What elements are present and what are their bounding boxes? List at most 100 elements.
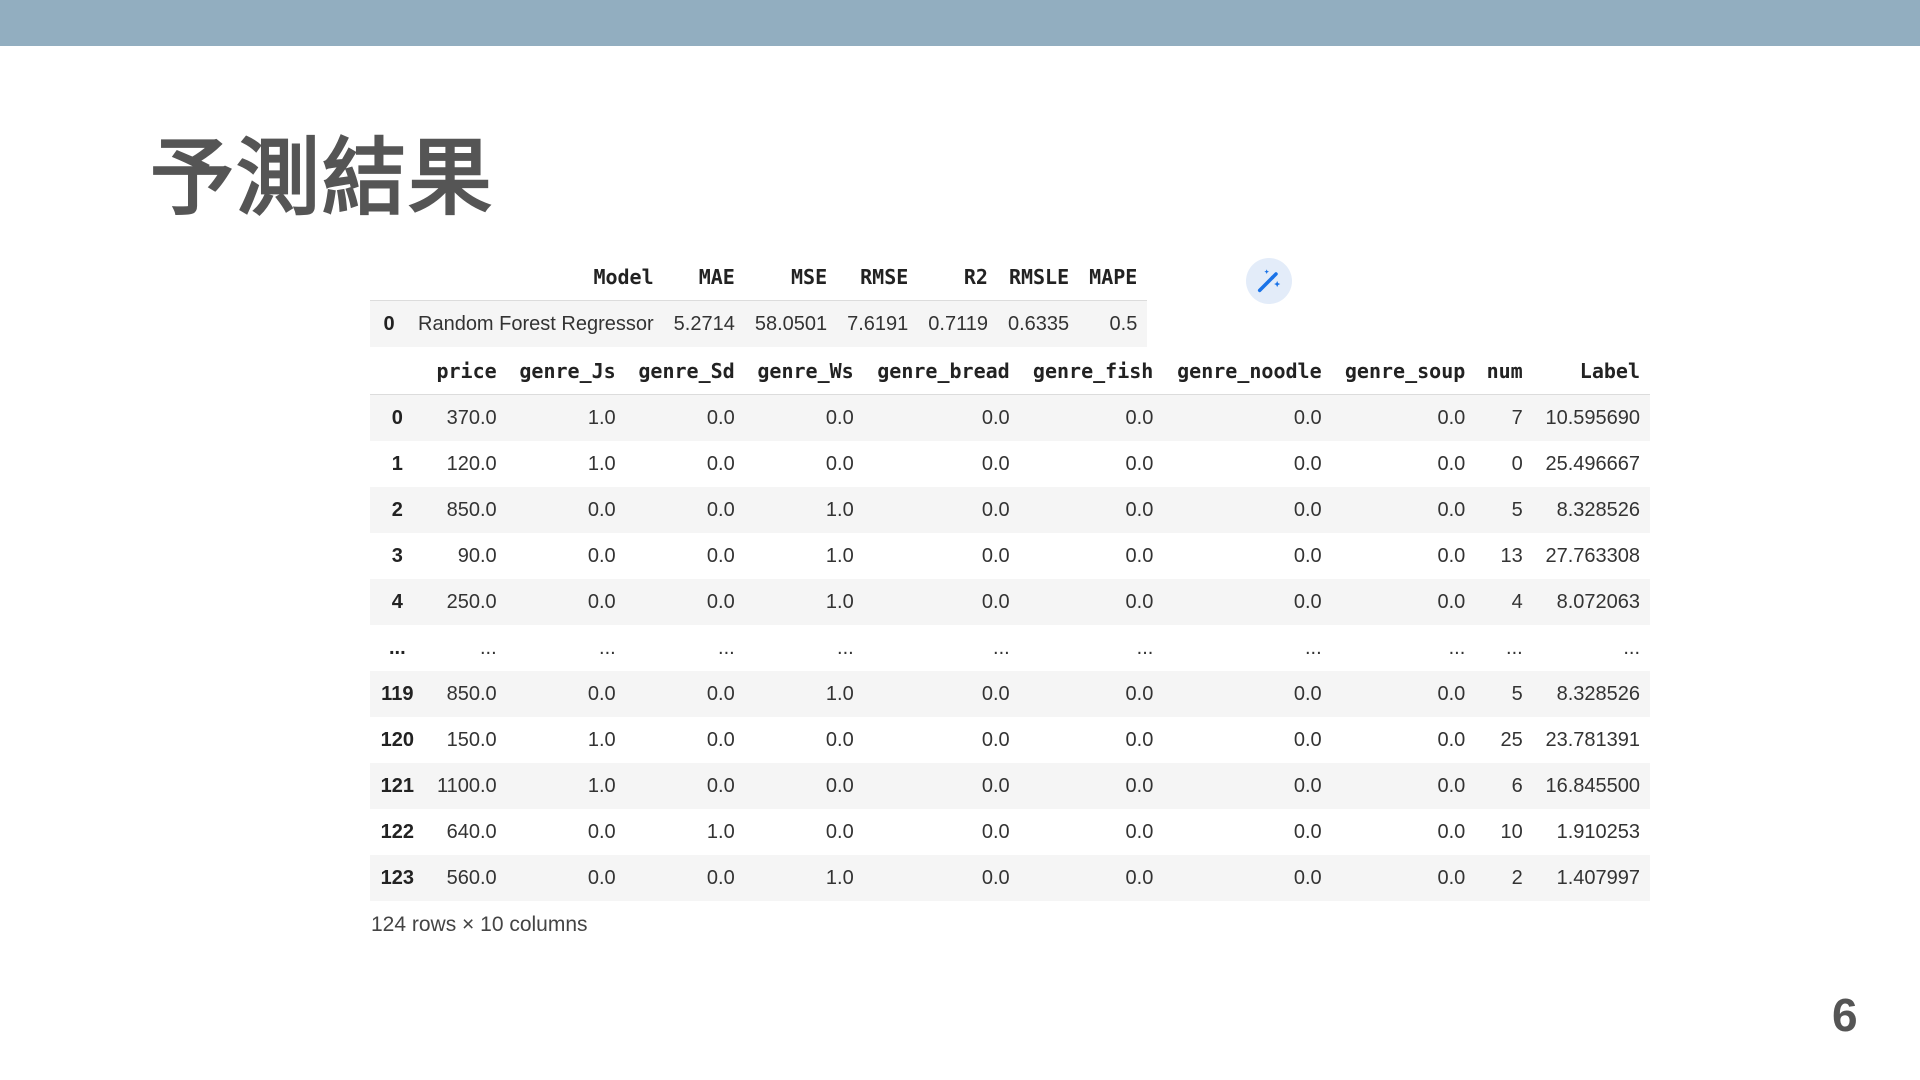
- table-cell: 0.0: [625, 763, 745, 809]
- table-cell: 8.328526: [1532, 487, 1650, 533]
- table-cell: 0.0: [863, 763, 1020, 809]
- prediction-header-index: [370, 348, 425, 395]
- table-cell: 1.407997: [1532, 855, 1650, 901]
- table-cell: ...: [863, 625, 1020, 671]
- table-cell: 0.0: [506, 671, 626, 717]
- metrics-r2-value: 0.7119: [918, 300, 998, 347]
- row-index: 121: [370, 763, 425, 809]
- table-cell: 0.0: [981, 820, 1010, 843]
- prediction-header-genre-bread: genre_bread: [863, 348, 1020, 395]
- table-cell: 0.0: [981, 728, 1010, 751]
- table-cell: 0.0: [1125, 728, 1154, 751]
- prediction-header-genre-Js: genre_Js: [506, 348, 626, 395]
- table-row: 120 150.0 1.0 0.0 0.0 0.0 0.0 0.0 0.0 25 23.781391: [370, 717, 1650, 763]
- table-cell: 90.0: [457, 544, 497, 567]
- table-row: 123 560.0 0.0 0.0 1.0 0.0 0.0 0.0 0.0 2 1.407997: [370, 855, 1650, 901]
- table-cell: 0.0: [825, 728, 854, 751]
- table-cell: 120.0: [446, 452, 497, 475]
- table-cell: 27.763308: [1545, 544, 1640, 567]
- prediction-table: price genre_Js genre_Sd genre_Ws genre_bread…: [370, 348, 1650, 901]
- table-cell: 2: [1475, 855, 1533, 901]
- table-row: 122 640.0 0.0 1.0 0.0 0.0 0.0 0.0 0.0 10 1.910253: [370, 809, 1650, 855]
- metrics-mape-value: 0.5: [1079, 300, 1148, 347]
- table-cell: 0.0: [1125, 452, 1154, 475]
- table-cell: 0.0: [1293, 728, 1322, 751]
- table-cell: 0.0: [863, 855, 1020, 901]
- table-cell: 0.0: [625, 855, 745, 901]
- table-cell: ...: [1475, 625, 1533, 671]
- row-index: 3: [391, 544, 403, 567]
- prediction-header-num: num: [1475, 348, 1533, 395]
- table-cell: 8.072063: [1532, 579, 1650, 625]
- table-cell: 16.845500: [1532, 763, 1650, 809]
- metrics-header-rmse: RMSE: [837, 254, 919, 301]
- row-index: ...: [370, 625, 425, 671]
- metrics-row-index: 0: [370, 300, 408, 347]
- table-cell: 5: [1475, 671, 1533, 717]
- table-cell: 1.0: [744, 487, 864, 533]
- table-cell: 0.0: [1437, 820, 1466, 843]
- row-index: 122: [380, 820, 414, 843]
- table-cell: 0.0: [1331, 763, 1476, 809]
- table-cell: 0.0: [1437, 728, 1466, 751]
- table-cell: 5: [1475, 487, 1533, 533]
- table-cell: 1.0: [825, 544, 854, 567]
- table-cell: 0.0: [1293, 820, 1322, 843]
- table-cell: ...: [1163, 625, 1332, 671]
- table-row: 2 850.0 0.0 0.0 1.0 0.0 0.0 0.0 0.0 5 8.328526: [370, 487, 1650, 533]
- table-cell: 0.0: [625, 394, 745, 441]
- table-cell: 0.0: [625, 671, 745, 717]
- table-cell: 4: [1475, 579, 1533, 625]
- row-index: 120: [380, 728, 414, 751]
- table-cell: 0.0: [506, 855, 626, 901]
- magic-wand-button[interactable]: [1246, 258, 1292, 304]
- table-cell: 1.0: [706, 820, 735, 843]
- table-cell: 0.0: [1019, 394, 1164, 441]
- table-cell: 1.0: [587, 728, 616, 751]
- row-index: 4: [370, 579, 425, 625]
- table-cell: 10: [1500, 820, 1523, 843]
- table-row: 0 370.0 1.0 0.0 0.0 0.0 0.0 0.0 0.0 7 10.595690: [370, 394, 1650, 441]
- table-footnote: 124 rows × 10 columns: [371, 913, 588, 936]
- row-index: 2: [370, 487, 425, 533]
- table-cell: 1.0: [506, 763, 626, 809]
- metrics-rmse-value: 7.6191: [837, 300, 919, 347]
- table-cell: 0.0: [1331, 487, 1476, 533]
- table-cell: 0.0: [1019, 579, 1164, 625]
- table-cell: 0.0: [506, 487, 626, 533]
- table-cell: 1.0: [744, 855, 864, 901]
- metrics-header-mape: MAPE: [1079, 254, 1148, 301]
- table-cell: 640.0: [446, 820, 497, 843]
- table-cell: 0.0: [706, 452, 735, 475]
- table-cell: 23.781391: [1545, 728, 1640, 751]
- table-cell: 0.0: [625, 579, 745, 625]
- table-row: 119 850.0 0.0 0.0 1.0 0.0 0.0 0.0 0.0 5 8.328526: [370, 671, 1650, 717]
- table-cell: 6: [1475, 763, 1533, 809]
- table-cell: 850.0: [424, 487, 507, 533]
- table-row: 1 120.0 1.0 0.0 0.0 0.0 0.0 0.0 0.0 0 25.496667: [370, 441, 1650, 487]
- table-cell: 0.0: [625, 487, 745, 533]
- table-cell: 0.0: [981, 544, 1010, 567]
- table-cell: 0.0: [1293, 452, 1322, 475]
- table-cell: 1100.0: [424, 763, 507, 809]
- metrics-header-rmsle: RMSLE: [997, 254, 1080, 301]
- table-cell: ...: [506, 625, 626, 671]
- table-cell: 0.0: [1163, 487, 1332, 533]
- metrics-table: Model MAE MSE RMSE R2 RMSLE MAPE 0 Rando…: [370, 254, 1148, 347]
- table-row: 121 1100.0 1.0 0.0 0.0 0.0 0.0 0.0 0.0 6 16.845500: [370, 763, 1650, 809]
- table-cell: 0.0: [706, 728, 735, 751]
- table-cell: ...: [744, 625, 864, 671]
- table-cell: 1.0: [744, 671, 864, 717]
- table-cell: 0.0: [1019, 855, 1164, 901]
- row-index: 0: [370, 394, 425, 441]
- table-cell: 0.0: [587, 820, 616, 843]
- table-cell: 13: [1500, 544, 1523, 567]
- magic-wand-icon: [1257, 269, 1281, 293]
- table-cell: 10.595690: [1532, 394, 1650, 441]
- top-accent-band: [0, 0, 1920, 46]
- table-cell: 0.0: [587, 544, 616, 567]
- table-cell: 0.0: [1437, 544, 1466, 567]
- table-cell: 0.0: [1437, 452, 1466, 475]
- table-cell: ...: [1331, 625, 1476, 671]
- prediction-header-genre-fish: genre_fish: [1019, 348, 1164, 395]
